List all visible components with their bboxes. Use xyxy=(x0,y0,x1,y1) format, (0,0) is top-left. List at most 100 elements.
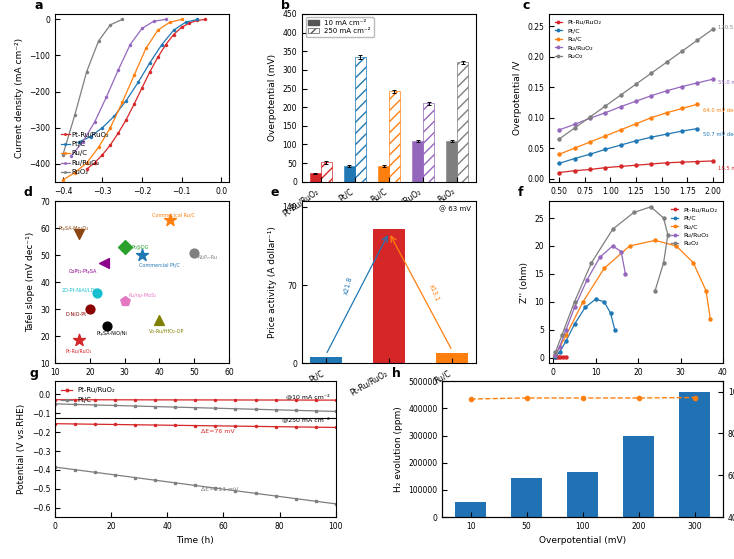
Legend: Pt-Ru/RuO₂, Pt/C, Ru/C, Ru/RuO₂, RuO₂: Pt-Ru/RuO₂, Pt/C, Ru/C, Ru/RuO₂, RuO₂ xyxy=(59,129,112,178)
Ru/RuO₂ xyxy=(555,126,564,133)
Point xyxy=(73,229,85,238)
Text: g: g xyxy=(30,367,39,380)
Text: 55.0 mV dec⁻¹: 55.0 mV dec⁻¹ xyxy=(718,80,734,85)
Ru/RuO₂ xyxy=(79,139,87,145)
Ru/RuO₂ xyxy=(570,304,579,311)
Text: f: f xyxy=(517,186,523,200)
Bar xyxy=(310,357,341,363)
Pt/C xyxy=(570,155,579,162)
Pt/C xyxy=(592,296,600,302)
Bar xyxy=(511,478,542,517)
Pt/C xyxy=(562,338,570,344)
RuO₂ xyxy=(587,259,596,266)
Pt/C xyxy=(606,310,615,316)
Text: CoPt₁-PtₚSA: CoPt₁-PtₚSA xyxy=(69,269,98,274)
Text: 64.0 mV dec⁻¹: 64.0 mV dec⁻¹ xyxy=(702,108,734,113)
Bar xyxy=(437,353,468,363)
Ru/RuO₂ xyxy=(570,121,579,127)
Text: Pt@DG: Pt@DG xyxy=(131,245,149,250)
Ru/C xyxy=(689,259,698,266)
Pt/C xyxy=(110,113,119,120)
Pt-Ru/RuO₂ xyxy=(553,354,562,361)
Line: Pt/C: Pt/C xyxy=(554,297,617,358)
X-axis label: Potential (V vs. RHE): Potential (V vs. RHE) xyxy=(95,201,189,210)
Ru/C xyxy=(130,72,139,79)
Text: 120.5 mV dec⁻¹: 120.5 mV dec⁻¹ xyxy=(718,25,734,30)
Line: Ru/C: Ru/C xyxy=(558,103,699,156)
Ru/C xyxy=(106,124,115,131)
Pt-Ru/RuO₂ xyxy=(122,116,131,123)
Pt/C xyxy=(601,146,610,153)
Text: 18.5 mV dec⁻¹: 18.5 mV dec⁻¹ xyxy=(718,166,734,170)
Point xyxy=(119,297,131,306)
Bar xyxy=(389,92,400,182)
Bar xyxy=(310,173,321,182)
Pt/C xyxy=(632,138,641,144)
Y-axis label: Z'' (ohm): Z'' (ohm) xyxy=(520,262,529,303)
Pt-Ru/RuO₂ xyxy=(82,165,91,172)
Pt-Ru/RuO₂ xyxy=(114,130,123,136)
Legend: 10 mA cm⁻², 250 mA cm⁻²: 10 mA cm⁻², 250 mA cm⁻² xyxy=(305,17,374,37)
Bar xyxy=(344,166,355,182)
Pt/C xyxy=(677,127,686,134)
RuO₂ xyxy=(632,80,641,87)
Ru/RuO₂ xyxy=(114,67,123,73)
Ru/C xyxy=(672,243,680,249)
RuO₂ xyxy=(651,287,660,294)
Pt-Ru/RuO₂ xyxy=(106,141,115,148)
Ru/C xyxy=(586,139,595,145)
Pt/C xyxy=(170,27,178,34)
Text: x21.8: x21.8 xyxy=(344,276,354,295)
RuO₂ xyxy=(106,21,115,28)
Point xyxy=(98,259,109,268)
Text: @ 63 mV: @ 63 mV xyxy=(439,206,470,212)
Ru/C xyxy=(578,299,587,305)
RuO₂ xyxy=(94,37,103,44)
Bar xyxy=(446,141,457,182)
Pt/C xyxy=(551,353,560,360)
Text: Commercial Pt/C: Commercial Pt/C xyxy=(139,262,179,267)
Line: Pt/C: Pt/C xyxy=(77,18,199,144)
Point xyxy=(153,316,165,325)
RuO₂ xyxy=(647,203,655,210)
Ru/RuO₂ xyxy=(150,18,159,25)
Pt-Ru/RuO₂ xyxy=(98,151,107,158)
Pt/C xyxy=(693,125,702,132)
Bar xyxy=(567,472,598,517)
Y-axis label: Current density (mA cm⁻²): Current density (mA cm⁻²) xyxy=(15,38,23,158)
RuO₂ xyxy=(693,37,702,44)
Pt-Ru/RuO₂ xyxy=(90,159,99,166)
Ru/C xyxy=(647,114,655,121)
Ru/C xyxy=(617,126,625,133)
Point xyxy=(84,305,95,314)
Pt-Ru/RuO₂ xyxy=(662,159,671,166)
Ru/C xyxy=(706,315,715,322)
Line: Pt/C: Pt/C xyxy=(558,127,699,165)
Line: RuO₂: RuO₂ xyxy=(558,28,714,140)
Point xyxy=(91,288,103,297)
Ru/C xyxy=(59,177,68,183)
Line: Pt-Ru/RuO₂: Pt-Ru/RuO₂ xyxy=(558,159,714,174)
Line: Ru/RuO₂: Ru/RuO₂ xyxy=(554,244,627,357)
Pt/C xyxy=(193,16,202,23)
Y-axis label: Potential (V vs.RHE): Potential (V vs.RHE) xyxy=(17,404,26,494)
Ru/RuO₂ xyxy=(617,248,625,255)
Pt/C xyxy=(570,321,579,328)
Ru/C xyxy=(600,265,608,272)
Pt-Ru/RuO₂ xyxy=(632,162,641,169)
Ru/C xyxy=(632,120,641,127)
Pt-Ru/RuO₂ xyxy=(562,354,570,361)
RuO₂ xyxy=(630,209,639,216)
RuO₂ xyxy=(82,68,91,75)
RuO₂ xyxy=(59,151,68,158)
Legend: Pt-Ru/RuO₂, Pt/C, Ru/C, Ru/RuO₂, RuO₂: Pt-Ru/RuO₂, Pt/C, Ru/C, Ru/RuO₂, RuO₂ xyxy=(552,17,603,61)
RuO₂ xyxy=(557,332,566,339)
RuO₂ xyxy=(617,92,625,98)
Line: RuO₂: RuO₂ xyxy=(554,205,669,354)
Point xyxy=(189,248,200,257)
RuO₂ xyxy=(659,259,668,266)
Pt/C xyxy=(86,133,95,140)
X-axis label: Overpotential (mV): Overpotential (mV) xyxy=(98,383,186,392)
Ru/RuO₂ xyxy=(161,16,170,23)
Text: 50.7 mV dec⁻¹: 50.7 mV dec⁻¹ xyxy=(702,132,734,137)
